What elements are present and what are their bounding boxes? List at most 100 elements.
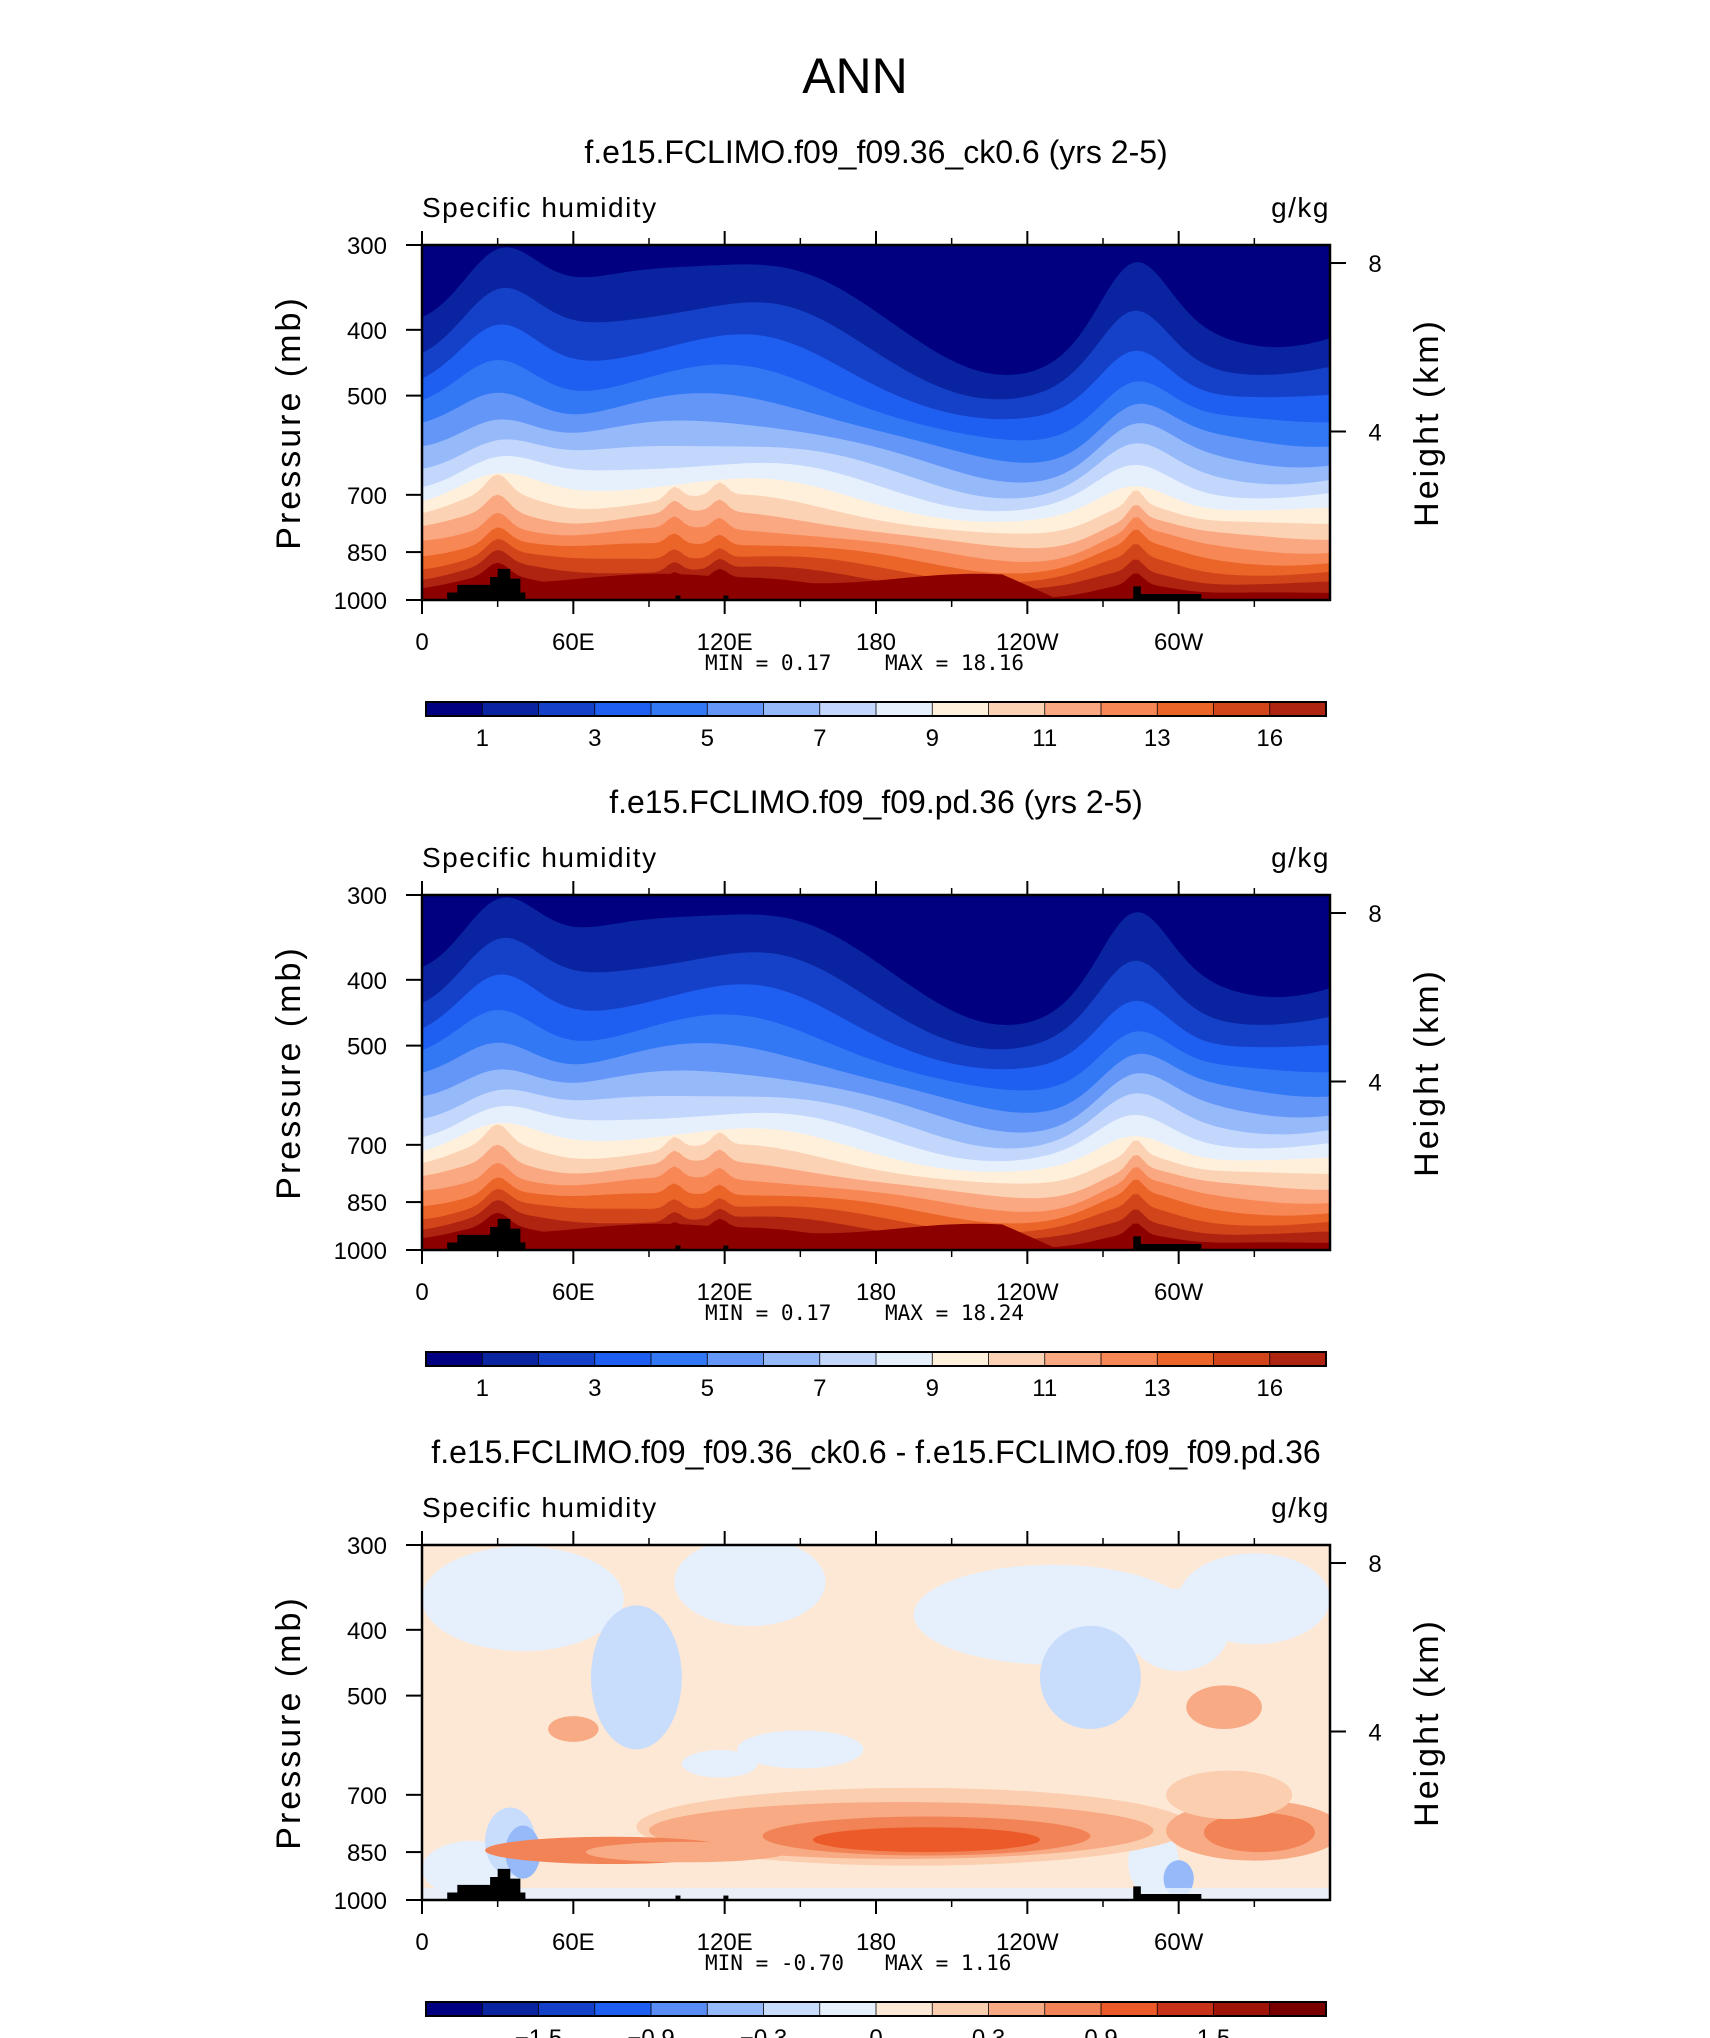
colorbar-cell xyxy=(538,1351,596,1367)
colorbar-frame xyxy=(425,1351,1327,1367)
colorbar-cell xyxy=(988,2001,1046,2017)
y2-tick-label: 4 xyxy=(1368,420,1381,447)
x-tick-label: 60W xyxy=(1154,629,1204,656)
y-tick-label: 700 xyxy=(347,1133,387,1160)
diff-contour-7 xyxy=(737,1730,864,1769)
y-axis-title: Pressure (mb) xyxy=(270,1595,308,1849)
colorbar-cell xyxy=(819,701,877,717)
variable-label: Specific humidity xyxy=(422,842,658,873)
colorbar-label: −0.3 xyxy=(740,2025,787,2038)
colorbar-cell xyxy=(1156,1351,1215,1367)
x-tick-label: 0 xyxy=(415,1279,428,1306)
x-tick-label: 60E xyxy=(552,629,595,656)
colorbar-cell xyxy=(931,701,990,717)
x-tick-label: 120W xyxy=(996,1929,1059,1956)
y2-tick-label: 4 xyxy=(1368,1720,1381,1747)
x-tick-label: 60E xyxy=(552,1929,595,1956)
colorbar-cell xyxy=(988,1351,1046,1367)
y2-tick-label: 8 xyxy=(1368,251,1381,278)
colorbar-cell xyxy=(1269,701,1327,717)
colorbar-label: 3 xyxy=(588,1375,601,1402)
y-tick-label: 850 xyxy=(347,540,387,567)
topography-island-1 xyxy=(675,595,681,600)
colorbar-cell xyxy=(594,2001,652,2017)
colorbar-cell xyxy=(594,701,652,717)
diff-contour-0 xyxy=(422,1546,624,1652)
colorbar-label: −1.5 xyxy=(515,2025,562,2038)
colorbar-cell xyxy=(931,1351,990,1367)
contour-band-max xyxy=(522,573,1053,600)
colorbar-label: 0.9 xyxy=(1084,2025,1117,2038)
colorbar-cell xyxy=(706,701,765,717)
colorbar-label: 0 xyxy=(869,2025,882,2038)
min-value: MIN = 0.17 xyxy=(705,651,831,675)
y-axis-title: Pressure (mb) xyxy=(270,945,308,1199)
panel-title: f.e15.FCLIMO.f09_f09.36_ck0.6 (yrs 2-5) xyxy=(584,134,1167,170)
variable-label: Specific humidity xyxy=(422,192,658,223)
colorbar-cell xyxy=(1044,701,1102,717)
topography-island-1 xyxy=(675,1895,681,1900)
colorbar-cell xyxy=(481,701,540,717)
y-tick-label: 700 xyxy=(347,1783,387,1810)
x-tick-label: 120E xyxy=(697,629,753,656)
colorbar-label: 7 xyxy=(813,725,826,752)
colorbar-label: 16 xyxy=(1256,725,1283,752)
colorbar-cell xyxy=(538,2001,596,2017)
diff-contour-4 xyxy=(1128,1588,1230,1672)
x-tick-label: 120W xyxy=(996,1279,1059,1306)
colorbar-cell xyxy=(1100,701,1159,717)
y-tick-label: 700 xyxy=(347,483,387,510)
colorbar-cell xyxy=(1156,2001,1215,2017)
topography-island-2 xyxy=(723,595,729,600)
colorbar-cell xyxy=(650,2001,709,2017)
colorbar-cell xyxy=(763,701,821,717)
diff-contour-8 xyxy=(681,1750,758,1778)
page-title: ANN xyxy=(802,48,908,104)
contour-field xyxy=(422,895,1330,1250)
colorbar-label: 9 xyxy=(926,1375,939,1402)
x-tick-label: 120W xyxy=(996,629,1059,656)
y-tick-label: 850 xyxy=(347,1840,387,1867)
y-tick-label: 300 xyxy=(347,883,387,910)
colorbar-cell xyxy=(481,2001,540,2017)
panel-title: f.e15.FCLIMO.f09_f09.36_ck0.6 - f.e15.FC… xyxy=(431,1434,1320,1470)
colorbar-cell xyxy=(425,701,484,717)
colorbar-cell xyxy=(1044,1351,1102,1367)
y-tick-label: 500 xyxy=(347,1034,387,1061)
colorbar-label: 11 xyxy=(1032,725,1057,752)
colorbar-label: 5 xyxy=(701,725,714,752)
colorbar-cell xyxy=(1213,1351,1271,1367)
colorbar-cell xyxy=(763,2001,821,2017)
colorbar-cell xyxy=(763,1351,821,1367)
panel-ck06: f.e15.FCLIMO.f09_f09.36_ck0.6 (yrs 2-5) 1… xyxy=(270,134,1446,752)
colorbar-label: 5 xyxy=(701,1375,714,1402)
colorbar-cell xyxy=(706,1351,765,1367)
variable-label: Specific humidity xyxy=(422,1492,658,1523)
colorbar-cell xyxy=(1156,701,1215,717)
colorbar-label: 9 xyxy=(926,725,939,752)
y-tick-label: 1000 xyxy=(334,1238,387,1265)
diff-contour-24 xyxy=(548,1716,599,1742)
colorbar-label: 3 xyxy=(588,725,601,752)
units-label: g/kg xyxy=(1271,192,1330,223)
colorbar-label: 11 xyxy=(1032,1375,1057,1402)
topography-south-america xyxy=(1133,1886,1202,1900)
diff-contour-23 xyxy=(1186,1685,1262,1730)
colorbar-label: 1.5 xyxy=(1197,2025,1230,2038)
colorbar-frame xyxy=(425,2001,1327,2017)
max-value: MAX = 1.16 xyxy=(885,1951,1011,1975)
topography-africa xyxy=(447,1218,526,1250)
colorbar-cell xyxy=(1044,2001,1102,2017)
diff-contour-19 xyxy=(585,1841,788,1863)
diff-contour-21 xyxy=(1203,1812,1315,1853)
y-tick-label: 1000 xyxy=(334,1888,387,1915)
topography-island-1 xyxy=(675,1245,681,1250)
y-tick-label: 500 xyxy=(347,384,387,411)
colorbar-cell xyxy=(1269,2001,1327,2017)
colorbar-label: 0.3 xyxy=(972,2025,1005,2038)
max-value: MAX = 18.24 xyxy=(885,1301,1024,1325)
x-tick-label: 180 xyxy=(856,1929,896,1956)
diff-contour-22 xyxy=(1166,1770,1293,1820)
y-tick-label: 300 xyxy=(347,233,387,260)
colorbar-label: 13 xyxy=(1144,725,1171,752)
